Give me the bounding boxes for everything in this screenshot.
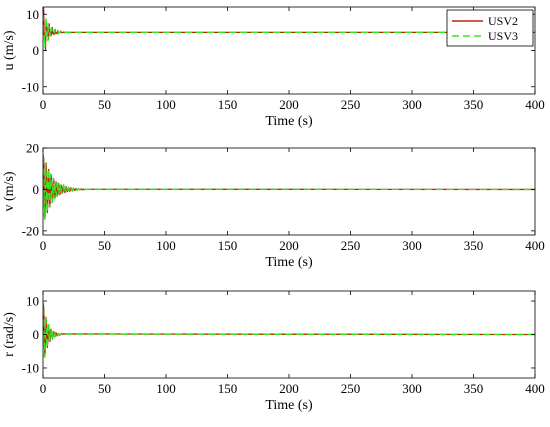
x-tick-label: 200 bbox=[279, 238, 299, 253]
x-tick-label: 300 bbox=[402, 238, 422, 253]
y-tick-label: 0 bbox=[33, 327, 40, 342]
x-tick-label: 150 bbox=[218, 381, 238, 396]
x-tick-label: 300 bbox=[402, 381, 422, 396]
series-line-usv3 bbox=[43, 302, 535, 358]
series-line-usv2 bbox=[43, 156, 535, 220]
x-tick-label: 200 bbox=[279, 381, 299, 396]
series-line-usv3 bbox=[43, 7, 535, 48]
y-tick-label: 0 bbox=[33, 43, 40, 58]
y-axis-label: u (m/s) bbox=[2, 30, 17, 70]
x-tick-label: 0 bbox=[40, 381, 47, 396]
y-tick-label: 10 bbox=[26, 7, 39, 22]
y-tick-label: -10 bbox=[22, 79, 39, 94]
x-tick-label: 400 bbox=[525, 238, 545, 253]
y-tick-label: -10 bbox=[22, 360, 39, 375]
x-tick-label: 350 bbox=[464, 381, 484, 396]
x-tick-label: 0 bbox=[40, 97, 47, 112]
y-tick-label: 20 bbox=[26, 141, 39, 156]
x-tick-label: 250 bbox=[341, 381, 361, 396]
legend-label-usv3: USV3 bbox=[488, 29, 518, 43]
axes-box bbox=[42, 147, 536, 236]
x-axis-label: Time (s) bbox=[265, 114, 313, 129]
x-tick-label: 150 bbox=[218, 97, 238, 112]
x-tick-label: 250 bbox=[341, 97, 361, 112]
series-line-usv3 bbox=[43, 153, 535, 219]
x-tick-label: 350 bbox=[464, 238, 484, 253]
x-tick-label: 0 bbox=[40, 238, 47, 253]
y-tick-label: -20 bbox=[22, 223, 39, 238]
x-tick-label: 200 bbox=[279, 97, 299, 112]
x-axis-label: Time (s) bbox=[265, 255, 313, 270]
x-tick-label: 50 bbox=[98, 381, 111, 396]
series-line-usv2 bbox=[43, 304, 535, 358]
x-tick-label: 250 bbox=[341, 238, 361, 253]
x-tick-label: 50 bbox=[98, 97, 111, 112]
legend-label-usv2: USV2 bbox=[488, 14, 518, 28]
x-tick-label: 100 bbox=[156, 97, 176, 112]
x-tick-label: 350 bbox=[464, 97, 484, 112]
x-tick-label: 150 bbox=[218, 238, 238, 253]
y-tick-label: 0 bbox=[33, 182, 40, 197]
x-tick-label: 100 bbox=[156, 381, 176, 396]
legend-box bbox=[446, 9, 534, 47]
y-tick-label: 10 bbox=[26, 294, 39, 309]
x-tick-label: 100 bbox=[156, 238, 176, 253]
x-tick-label: 400 bbox=[525, 97, 545, 112]
y-axis-label: r (rad/s) bbox=[2, 312, 17, 357]
x-axis-label: Time (s) bbox=[265, 398, 313, 413]
x-tick-label: 50 bbox=[98, 238, 111, 253]
y-axis-label: v (m/s) bbox=[2, 171, 17, 211]
x-tick-label: 300 bbox=[402, 97, 422, 112]
x-tick-label: 400 bbox=[525, 381, 545, 396]
series-line-usv2 bbox=[43, 7, 535, 51]
